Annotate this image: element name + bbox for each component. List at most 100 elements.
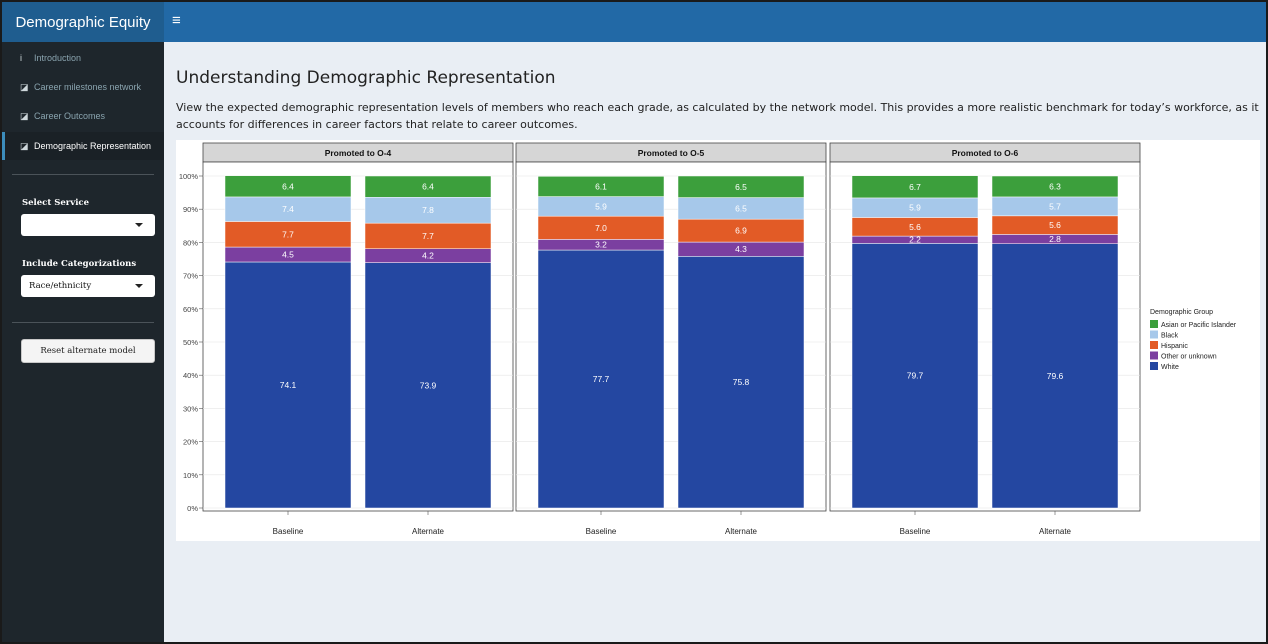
sidebar-divider (12, 174, 154, 175)
data-label: 79.6 (1047, 371, 1064, 381)
sidebar-item-label: Career Outcomes (34, 111, 106, 121)
x-tick-label: Baseline (273, 527, 304, 536)
y-tick-label: 20% (183, 438, 198, 447)
line-chart-icon: ◪ (20, 140, 29, 151)
bar-segment (364, 196, 492, 224)
bar-segment (537, 176, 665, 197)
data-label: 5.7 (1049, 201, 1061, 211)
chevron-down-icon (135, 284, 143, 288)
bar-segment (537, 249, 665, 509)
legend-swatch (1150, 351, 1158, 360)
line-chart-icon: ◪ (20, 110, 29, 121)
data-label: 5.9 (909, 203, 921, 213)
x-tick-label: Alternate (1039, 527, 1072, 536)
y-tick-label: 100% (179, 172, 199, 181)
sidebar: i Introduction ◪ Career milestones netwo… (2, 42, 164, 642)
chevron-down-icon (135, 223, 143, 227)
chart-panel: 0% 10% 20% 30% 40% 50% 60% 70% 80% 90% 100% Promote… (176, 140, 1260, 541)
legend-swatch (1150, 330, 1158, 339)
sidebar-item-introduction[interactable]: i Introduction (2, 44, 164, 72)
select-service-dropdown[interactable] (21, 214, 155, 236)
app-brand[interactable]: Demographic Equity (2, 2, 164, 42)
data-label: 5.6 (909, 222, 921, 232)
bar-segment (364, 262, 492, 509)
data-label: 6.9 (735, 226, 747, 236)
facet-title: Promoted to O-5 (638, 148, 705, 158)
y-tick-label: 50% (183, 338, 198, 347)
bar-segment (851, 243, 979, 509)
data-label: 7.8 (422, 205, 434, 215)
bar-segment (364, 222, 492, 249)
data-label: 7.7 (282, 229, 294, 239)
data-label: 77.7 (593, 374, 610, 384)
bar-segment (991, 175, 1119, 198)
hamburger-icon[interactable]: ≡ (172, 12, 181, 29)
sidebar-item-label: Introduction (34, 53, 82, 63)
include-categorizations-label: Include Categorizations (22, 259, 137, 269)
x-tick-label: Alternate (412, 527, 445, 536)
bar-segment (224, 175, 352, 198)
bar-segment (991, 243, 1119, 509)
data-label: 5.6 (1049, 220, 1061, 230)
page-title: Understanding Demographic Representation (176, 68, 556, 88)
data-label: 5.9 (595, 201, 607, 211)
bar-segment (851, 175, 979, 199)
legend-swatch (1150, 362, 1158, 370)
sidebar-item-career-milestones-network[interactable]: ◪ Career milestones network (2, 73, 164, 101)
sidebar-item-career-outcomes[interactable]: ◪ Career Outcomes (2, 102, 164, 130)
legend-label: Black (1161, 333, 1179, 340)
line-chart-icon: ◪ (20, 81, 29, 92)
data-label: 4.5 (282, 250, 294, 260)
top-navbar: ≡ (164, 2, 1266, 42)
bar-segment (364, 175, 492, 198)
data-label: 6.1 (595, 181, 607, 191)
data-label: 7.7 (422, 231, 434, 241)
x-tick-label: Baseline (900, 527, 931, 536)
sidebar-item-demographic-representation[interactable]: ◪ Demographic Representation (2, 132, 164, 160)
data-label: 4.3 (735, 244, 747, 254)
y-tick-label: 60% (183, 305, 198, 314)
y-tick-label: 30% (183, 404, 198, 413)
legend-label: Hispanic (1161, 343, 1188, 350)
legend-label: White (1161, 364, 1179, 371)
legend-label: Other or unknown (1161, 354, 1217, 361)
data-label: 79.7 (907, 371, 924, 381)
y-tick-label: 90% (183, 205, 198, 214)
bar-segment (677, 175, 805, 198)
stacked-bar-chart: 0% 10% 20% 30% 40% 50% 60% 70% 80% 90% 100% Promote… (179, 142, 1237, 536)
y-tick-label: 40% (183, 371, 198, 380)
data-label: 74.1 (280, 380, 297, 390)
legend-label: Asian or Pacific Islander (1161, 322, 1237, 329)
data-label: 75.8 (733, 377, 750, 387)
y-tick-label: 10% (183, 471, 198, 480)
bar-segment (224, 196, 352, 222)
info-icon: i (20, 53, 22, 63)
bar-segment (224, 221, 352, 248)
include-categorizations-dropdown[interactable]: Race/ethnicity (21, 275, 155, 297)
legend-swatch (1150, 320, 1158, 328)
data-label: 6.4 (422, 182, 434, 192)
data-label: 2.8 (1049, 234, 1061, 244)
select-service-label: Select Service (22, 198, 90, 208)
sidebar-item-label: Career milestones network (34, 82, 142, 92)
y-tick-label: 0% (187, 504, 198, 513)
include-categorizations-value: Race/ethnicity (29, 281, 92, 291)
sidebar-item-label: Demographic Representation (34, 141, 152, 151)
data-label: 2.2 (909, 235, 921, 245)
data-label: 6.7 (909, 182, 921, 192)
facet-title: Promoted to O-6 (952, 148, 1019, 158)
x-tick-label: Alternate (725, 527, 758, 536)
sidebar-divider (12, 322, 154, 323)
page-description: View the expected demographic representa… (176, 101, 1259, 131)
data-label: 7.4 (282, 204, 294, 214)
data-label: 3.2 (595, 240, 607, 250)
data-label: 4.2 (422, 251, 434, 261)
bar-segment (677, 256, 805, 509)
data-label: 7.0 (595, 223, 607, 233)
facet-title: Promoted to O-4 (325, 148, 392, 158)
reset-alternate-model-button[interactable]: Reset alternate model (21, 339, 155, 363)
data-label: 6.5 (735, 182, 747, 192)
x-tick-label: Baseline (586, 527, 617, 536)
data-label: 6.5 (735, 203, 747, 213)
